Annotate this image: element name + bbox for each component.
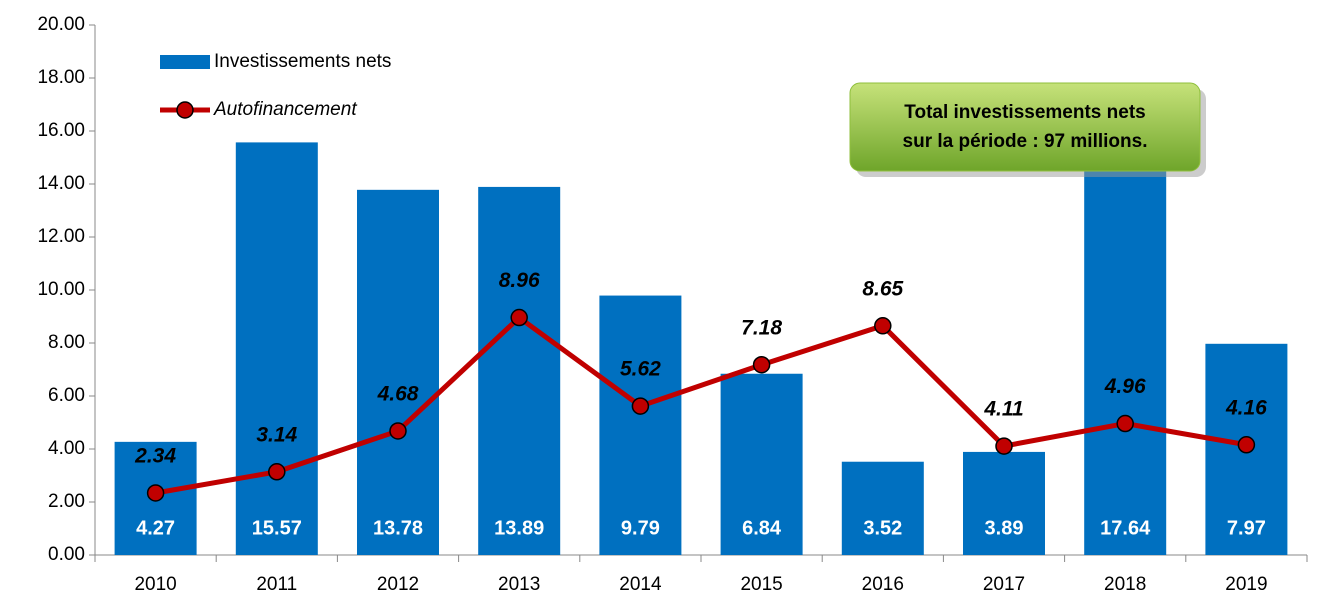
y-tick-label: 0.00 <box>48 544 85 565</box>
y-tick-label: 6.00 <box>48 385 85 406</box>
line-value-label: 3.14 <box>256 423 297 446</box>
line <box>155 314 1247 496</box>
bar-value-label: 6.84 <box>742 517 782 539</box>
bar-value-label: 4.27 <box>136 517 175 539</box>
line-point <box>995 437 1013 455</box>
line-point <box>752 355 771 374</box>
y-tick-label: 2.00 <box>48 491 85 512</box>
y-tick-label: 4.00 <box>48 438 85 459</box>
line-point <box>874 317 892 335</box>
y-tick-label: 12.00 <box>37 226 85 247</box>
x-tick-label: 2011 <box>256 574 297 595</box>
legend-label: Investissements nets <box>214 51 391 72</box>
bar <box>599 295 682 555</box>
x-tick-label: 2016 <box>862 574 904 595</box>
line-value-label: 4.68 <box>377 383 419 406</box>
line-value-label: 4.11 <box>983 398 1023 421</box>
x-tick-label: 2014 <box>619 574 662 595</box>
line-value-label: 8.65 <box>862 277 903 300</box>
bar <box>963 451 1045 555</box>
x-tick-label: 2010 <box>134 574 176 595</box>
y-tick-label: 18.00 <box>37 67 85 88</box>
annotation-text: sur la période : 97 millions. <box>903 131 1148 152</box>
line-point <box>631 397 650 415</box>
bar <box>720 373 803 555</box>
legend-marker <box>176 101 194 119</box>
y-tick-label: 10.00 <box>37 279 85 300</box>
line-point <box>1237 436 1256 454</box>
bar <box>235 142 318 555</box>
line-point <box>146 484 165 502</box>
legend-swatch <box>160 55 210 69</box>
line-value-label: 4.16 <box>1225 396 1267 419</box>
bar <box>357 189 439 555</box>
line-point <box>1116 414 1134 433</box>
line-value-label: 7.18 <box>741 316 782 339</box>
y-tick-label: 14.00 <box>37 173 85 194</box>
annotation-box <box>849 82 1201 172</box>
bar <box>478 186 561 556</box>
bar <box>841 461 924 555</box>
bar-value-label: 15.57 <box>252 517 302 539</box>
bar-value-label: 9.79 <box>621 517 660 539</box>
line-value-label: 2.34 <box>134 445 176 468</box>
line-value-label: 5.62 <box>620 358 661 381</box>
bar-value-label: 3.89 <box>985 517 1024 539</box>
bar-value-label: 3.52 <box>863 517 902 539</box>
x-tick-label: 2013 <box>498 574 540 595</box>
bar-value-label: 7.97 <box>1227 517 1266 539</box>
x-tick-label: 2018 <box>1104 574 1146 595</box>
bar-value-label: 13.78 <box>373 517 423 539</box>
legend-label: Autofinancement <box>213 99 357 120</box>
y-tick-label: 16.00 <box>37 120 85 141</box>
line-point <box>510 308 528 327</box>
x-tick-label: 2015 <box>740 574 782 595</box>
x-tick-label: 2017 <box>983 574 1025 595</box>
line-point <box>268 463 286 481</box>
bar-value-label: 13.89 <box>494 517 544 539</box>
x-tick-label: 2019 <box>1225 574 1267 595</box>
y-tick-label: 20.00 <box>37 14 85 35</box>
line-point <box>389 422 407 440</box>
x-tick-label: 2012 <box>377 574 419 595</box>
line-value-label: 4.96 <box>1104 375 1146 398</box>
annotation-text: Total investissements nets <box>904 102 1145 123</box>
y-tick-label: 8.00 <box>48 332 85 353</box>
line-value-label: 8.96 <box>499 269 540 292</box>
bar-value-label: 17.64 <box>1100 517 1151 539</box>
